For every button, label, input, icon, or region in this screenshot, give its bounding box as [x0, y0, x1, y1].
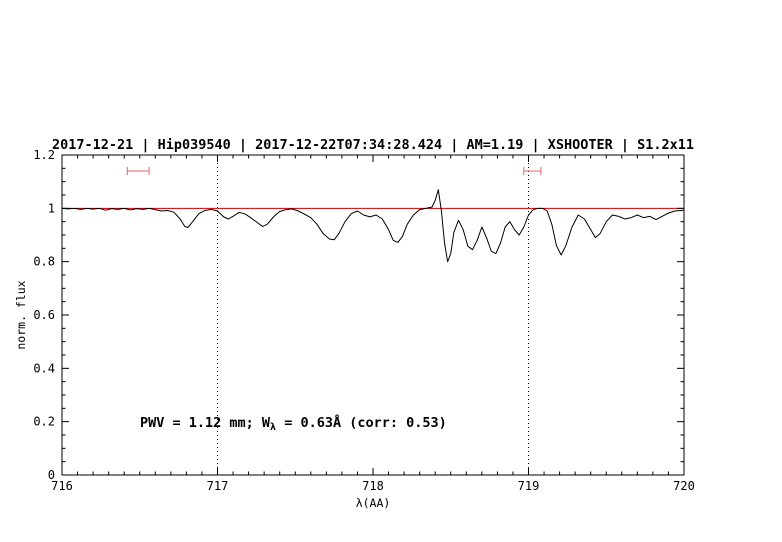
grid-layer: [217, 155, 529, 475]
tick-layer: [61, 154, 685, 476]
y-tick-label: 1: [48, 201, 55, 215]
plot-title: 2017-12-21 | Hip039540 | 2017-12-22T07:3…: [52, 137, 694, 153]
y-tick-label: 0.4: [33, 361, 55, 375]
x-tick-label: 717: [207, 479, 229, 493]
x-tick-label: 720: [673, 479, 695, 493]
pwv-annotation: PWV = 1.12 mm; Wλ = 0.63Å (corr: 0.53): [140, 414, 447, 433]
y-tick-label: 0.6: [33, 308, 55, 322]
y-tick-label: 0.2: [33, 415, 55, 429]
x-tick-label: 718: [362, 479, 384, 493]
tick-label-layer: 716 717 718 719 720 0 0.2 0.4 0.6 0.8 1 1.2: [33, 148, 695, 493]
range-marker: [523, 167, 542, 175]
annotation-lambda-subscript: λ: [270, 422, 276, 433]
y-tick-label: 0: [48, 468, 55, 482]
annotation-suffix: = 0.63Å (corr: 0.53): [276, 414, 447, 431]
x-tick-label: 716: [51, 479, 73, 493]
range-marker: [126, 167, 150, 175]
spectrum-line: [61, 189, 685, 263]
y-tick-label: 0.8: [33, 255, 55, 269]
x-tick-label: 719: [518, 479, 540, 493]
data-layer: [61, 167, 685, 263]
y-tick-label: 1.2: [33, 148, 55, 162]
y-axis-label: norm. flux: [14, 280, 28, 349]
annotation-prefix: PWV = 1.12 mm; W: [140, 415, 271, 431]
x-axis-label: λ(AA): [356, 496, 391, 510]
